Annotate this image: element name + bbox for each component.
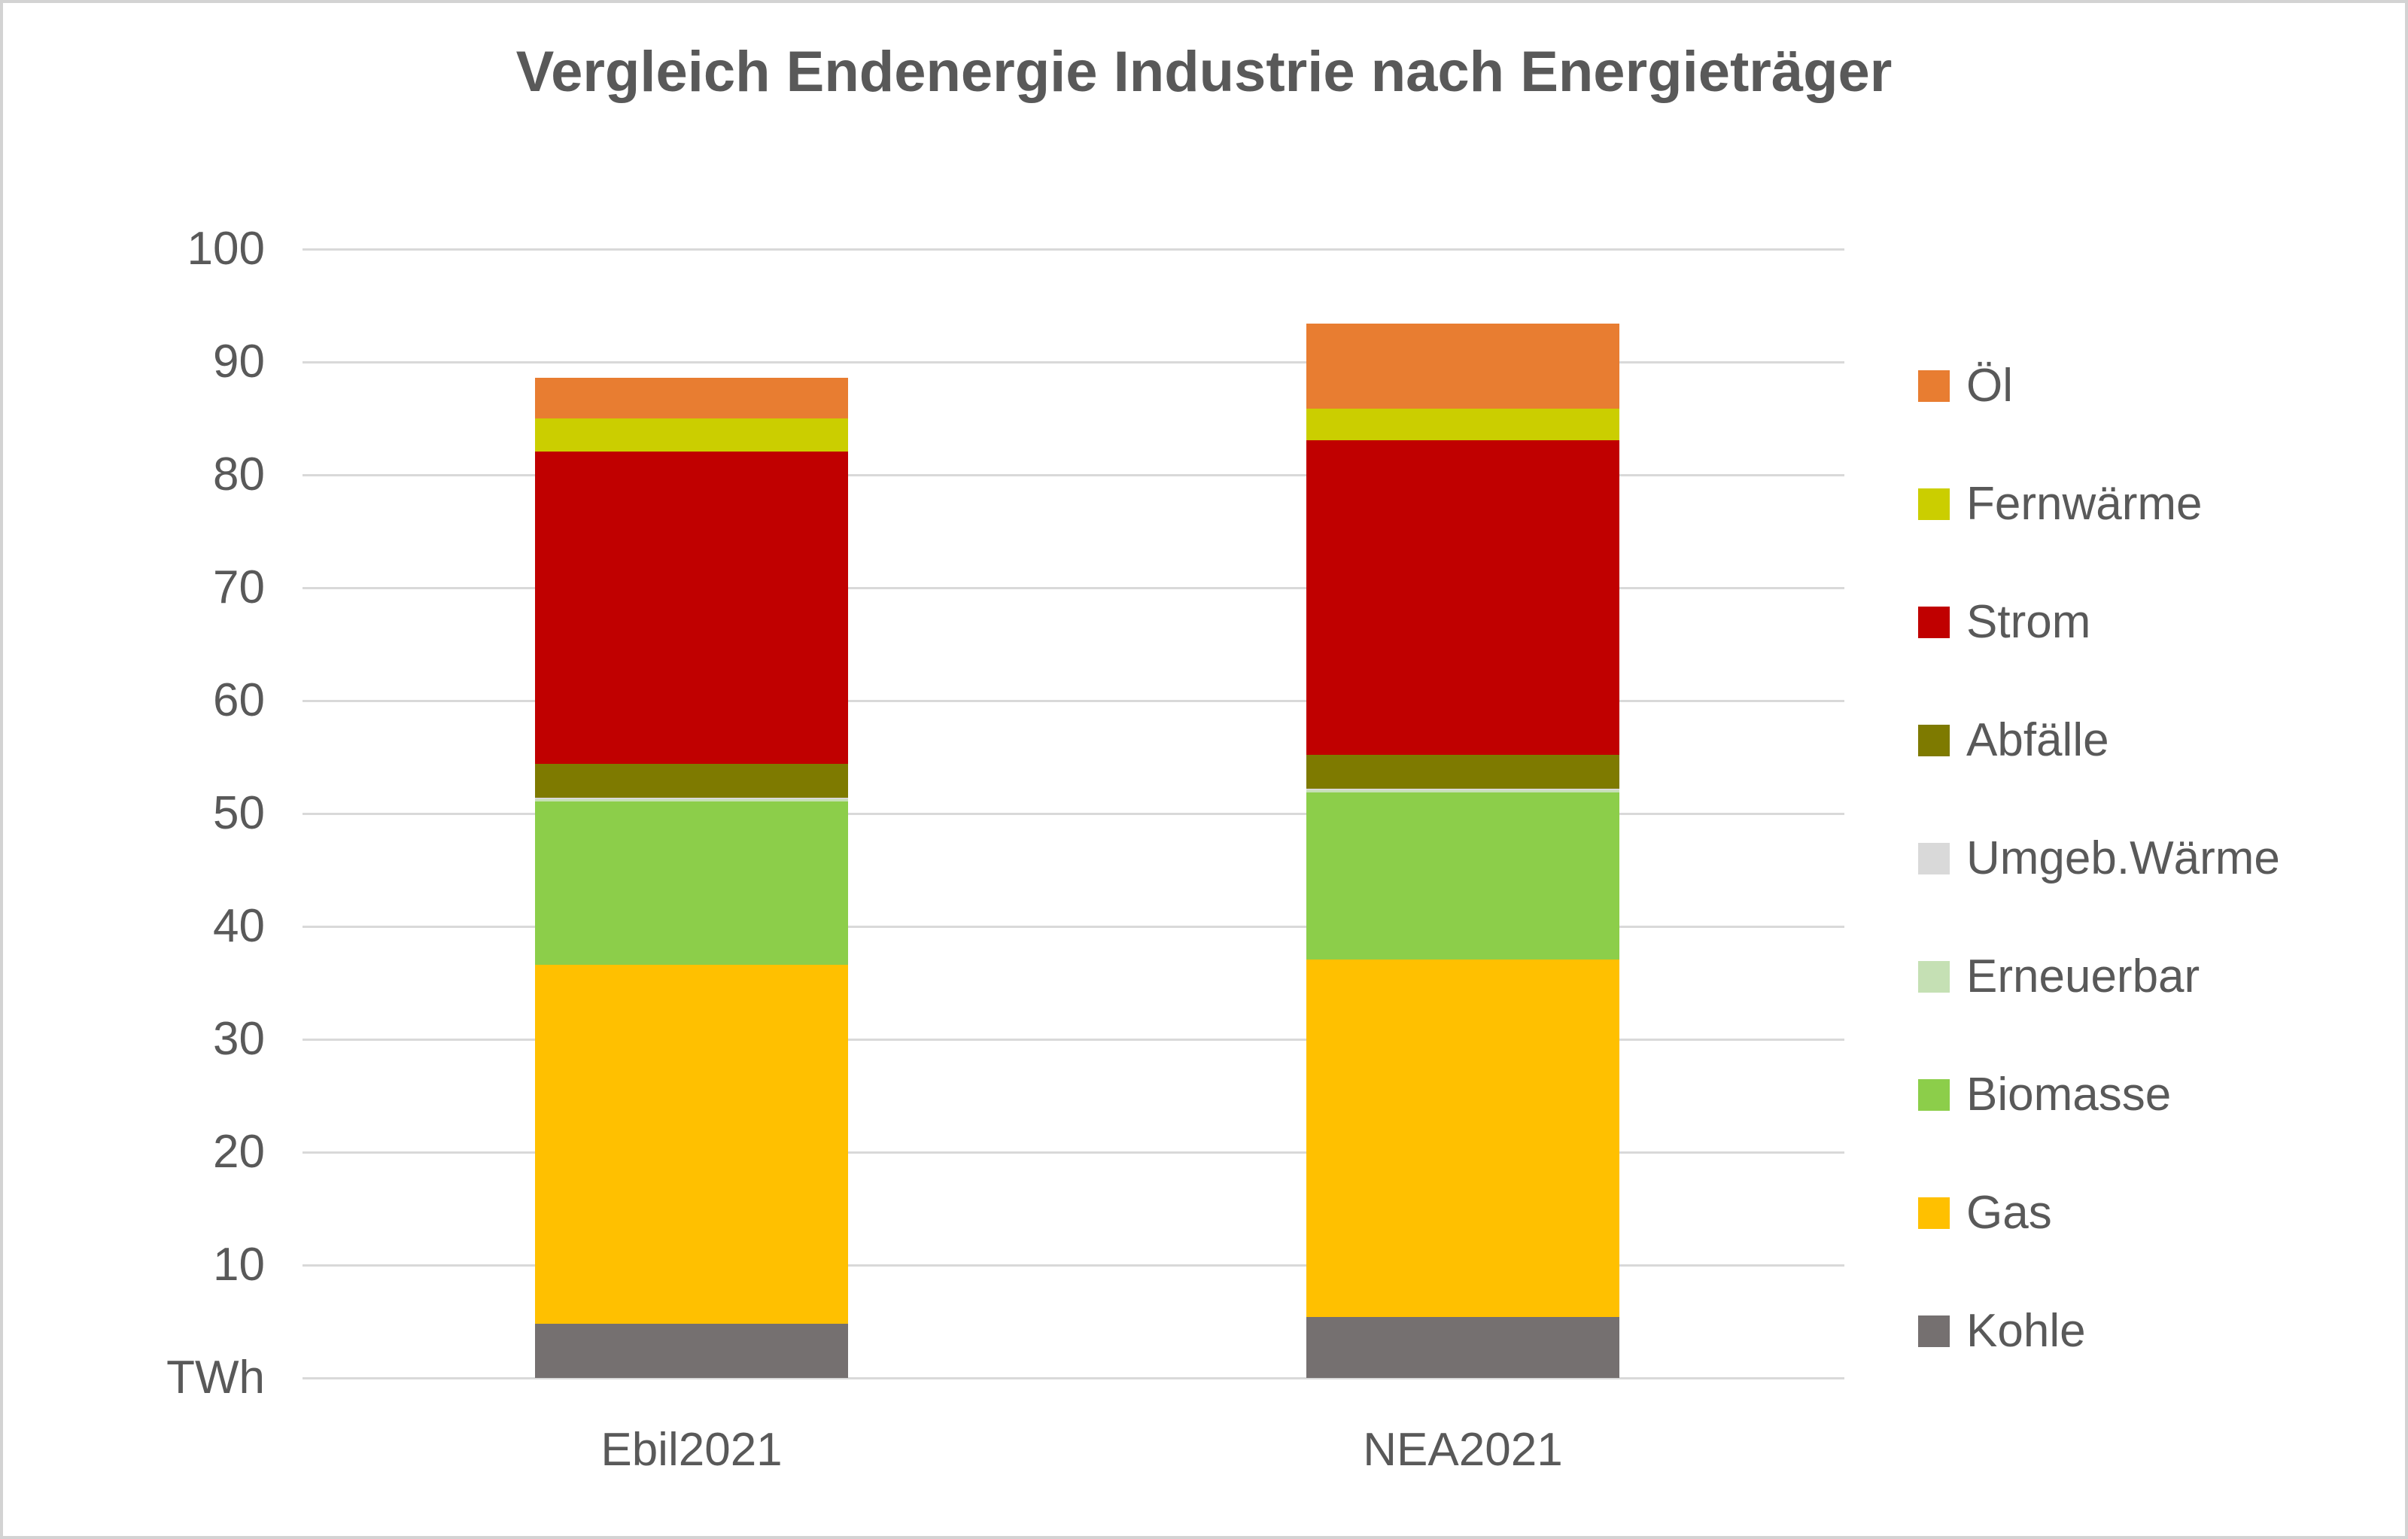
legend-swatch-Erneuerbar [1918,961,1950,993]
y-tick-90: 90 [213,336,265,388]
legend-label-Strom: Strom [1966,596,2091,648]
legend-label-Umgeb.Wärme: Umgeb.Wärme [1966,832,2280,884]
legend-item-Abfälle: Abfälle [1918,713,2109,768]
y-tick-20: 20 [213,1126,265,1178]
y-tick-40: 40 [213,900,265,952]
legend-swatch-Strom [1918,607,1950,638]
bar-segment-Ebil2021-Abfälle [535,764,848,798]
bar-segment-Ebil2021-Gas [535,965,848,1324]
legend-swatch-Fernwärme [1918,488,1950,520]
bar-segment-Ebil2021-Biomasse [535,801,848,965]
legend-label-Biomasse: Biomasse [1966,1069,2172,1121]
legend-swatch-Kohle [1918,1315,1950,1347]
legend-label-Abfälle: Abfälle [1966,714,2109,766]
bar-segment-Ebil2021-Fernwärme [535,418,848,452]
legend-swatch-Gas [1918,1197,1950,1229]
bar-segment-NEA2021-Erneuerbar [1306,789,1619,792]
bar-segment-NEA2021-Abfälle [1306,755,1619,789]
legend-item-Gas: Gas [1918,1186,2052,1240]
category-label-NEA2021: NEA2021 [1363,1424,1563,1476]
bar-segment-Ebil2021-Erneuerbar [535,798,848,801]
legend-item-Fernwärme: Fernwärme [1918,477,2203,531]
bar-segment-Ebil2021-Öl [535,378,848,418]
gridline-100 [303,248,1844,251]
gridline-10 [303,1264,1844,1267]
y-tick-80: 80 [213,449,265,500]
y-axis-unit-label: TWh [166,1352,265,1404]
bar-segment-NEA2021-Kohle [1306,1317,1619,1378]
legend-item-Strom: Strom [1918,595,2090,649]
y-tick-30: 30 [213,1013,265,1065]
bar-segment-NEA2021-Umgeb.Wärme [1306,789,1619,790]
bar-segment-Ebil2021-Kohle [535,1324,848,1378]
category-label-Ebil2021: Ebil2021 [600,1424,783,1476]
bar-segment-Ebil2021-Strom [535,451,848,764]
legend-item-Kohle: Kohle [1918,1304,2086,1358]
y-tick-60: 60 [213,674,265,726]
legend-swatch-Öl [1918,370,1950,402]
bar-segment-Ebil2021-Umgeb.Wärme [535,798,848,799]
legend-label-Kohle: Kohle [1966,1305,2086,1357]
legend-label-Öl: Öl [1966,360,2013,412]
legend-swatch-Biomasse [1918,1079,1950,1111]
y-tick-100: 100 [187,223,265,275]
legend-item-Erneuerbar: Erneuerbar [1918,950,2200,1004]
y-tick-50: 50 [213,787,265,839]
bar-segment-NEA2021-Öl [1306,324,1619,409]
gridline-30 [303,1039,1844,1041]
gridline-60 [303,700,1844,702]
y-tick-70: 70 [213,561,265,613]
bar-segment-NEA2021-Biomasse [1306,792,1619,960]
gridline-70 [303,587,1844,589]
gridline-80 [303,474,1844,476]
gridline-50 [303,813,1844,815]
legend-item-Biomasse: Biomasse [1918,1068,2171,1122]
bar-segment-NEA2021-Fernwärme [1306,408,1619,440]
gridline-20 [303,1151,1844,1154]
legend-item-Öl: Öl [1918,359,2013,413]
legend-label-Fernwärme: Fernwärme [1966,478,2203,530]
gridline-40 [303,926,1844,928]
bar-segment-NEA2021-Gas [1306,959,1619,1317]
y-tick-10: 10 [213,1239,265,1291]
legend-item-Umgeb.Wärme: Umgeb.Wärme [1918,832,2280,886]
chart-title: Vergleich Endenergie Industrie nach Ener… [515,40,1893,104]
gridline-0 [303,1377,1844,1379]
legend-swatch-Umgeb.Wärme [1918,843,1950,874]
gridline-90 [303,361,1844,363]
legend-label-Gas: Gas [1966,1187,2052,1239]
bar-segment-NEA2021-Strom [1306,439,1619,755]
legend-label-Erneuerbar: Erneuerbar [1966,950,2200,1002]
legend-swatch-Abfälle [1918,725,1950,756]
